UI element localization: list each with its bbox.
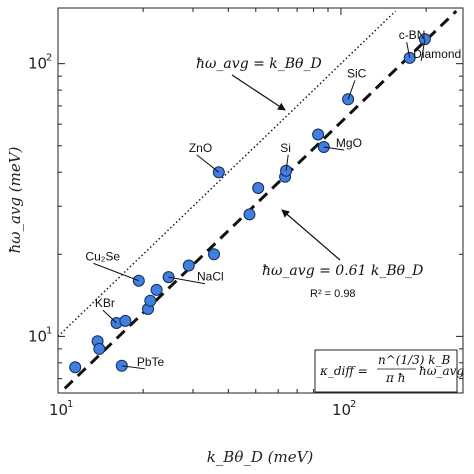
y-axis-label: ħω_avg (meV) bbox=[6, 146, 24, 253]
label-leader bbox=[347, 80, 356, 100]
label-leader bbox=[406, 42, 411, 58]
data-point bbox=[317, 141, 330, 153]
material-label: PbTe bbox=[137, 355, 165, 369]
data-point bbox=[243, 208, 256, 221]
material-label: Diamond bbox=[413, 47, 461, 61]
r2-label: R² = 0.98 bbox=[310, 288, 356, 300]
fit-line bbox=[63, 10, 458, 390]
x-tick-label: 10 bbox=[49, 401, 68, 419]
eq-fit-label: ħω_avg = 0.61 k_Bθ_D bbox=[262, 263, 423, 279]
material-label: MgO bbox=[336, 136, 362, 150]
material-label: ZnO bbox=[189, 141, 212, 155]
label-leader bbox=[420, 39, 426, 61]
data-point bbox=[182, 259, 195, 272]
x-axis-label: k_Bθ_D (meV) bbox=[207, 448, 314, 466]
data-point bbox=[403, 51, 416, 64]
label-leader bbox=[285, 154, 289, 171]
material-label: Si bbox=[280, 141, 291, 155]
data-point bbox=[208, 248, 220, 261]
material-label: SiC bbox=[347, 66, 367, 80]
material-label: c-BN bbox=[399, 28, 426, 42]
label-leader bbox=[196, 154, 220, 173]
data-point bbox=[162, 271, 175, 284]
reference-lines bbox=[57, 10, 458, 390]
x-tick-label-exponent: 2 bbox=[350, 399, 356, 410]
label-leader bbox=[168, 276, 206, 285]
data-point bbox=[69, 361, 82, 374]
y-tick-label-exponent: 2 bbox=[46, 53, 52, 64]
material-labels: ZnO Si MgO SiC c-BN Diamond Cu₂Se KBr NaCl PbTe bbox=[85, 28, 461, 370]
data-point bbox=[418, 33, 431, 46]
data-point bbox=[312, 128, 325, 141]
label-leader bbox=[121, 365, 145, 370]
formula-box bbox=[314, 349, 458, 393]
data-point bbox=[150, 283, 163, 296]
formula-right: ħω_avg bbox=[419, 364, 464, 378]
data-point bbox=[144, 294, 157, 307]
fit-line-arrow bbox=[281, 209, 341, 261]
label-leader bbox=[93, 262, 139, 282]
y-tick-label-exponent: 1 bbox=[46, 325, 52, 336]
formula-denominator: π ħ bbox=[385, 371, 405, 385]
material-label: Cu₂Se bbox=[85, 249, 120, 263]
formula-left: κ_diff = bbox=[319, 364, 368, 378]
material-label: KBr bbox=[95, 296, 115, 310]
y-tick-label: 10 bbox=[28, 55, 47, 73]
data-point bbox=[119, 314, 132, 327]
unity-line-arrow bbox=[231, 74, 286, 111]
material-label: NaCl bbox=[197, 270, 224, 284]
x-tick-label: 10 bbox=[332, 401, 351, 419]
data-point bbox=[212, 166, 225, 179]
formula-numerator: n^(1/3) k_B bbox=[378, 353, 451, 367]
data-point bbox=[93, 342, 106, 355]
x-tick-label-exponent: 1 bbox=[67, 399, 73, 410]
label-leader bbox=[102, 309, 117, 324]
eq-unity-label: ħω_avg = k_Bθ_D bbox=[196, 56, 322, 72]
y-tick-label: 10 bbox=[28, 327, 47, 345]
label-leader bbox=[323, 146, 345, 151]
annotation-arrows bbox=[231, 74, 341, 261]
data-point bbox=[252, 182, 265, 194]
